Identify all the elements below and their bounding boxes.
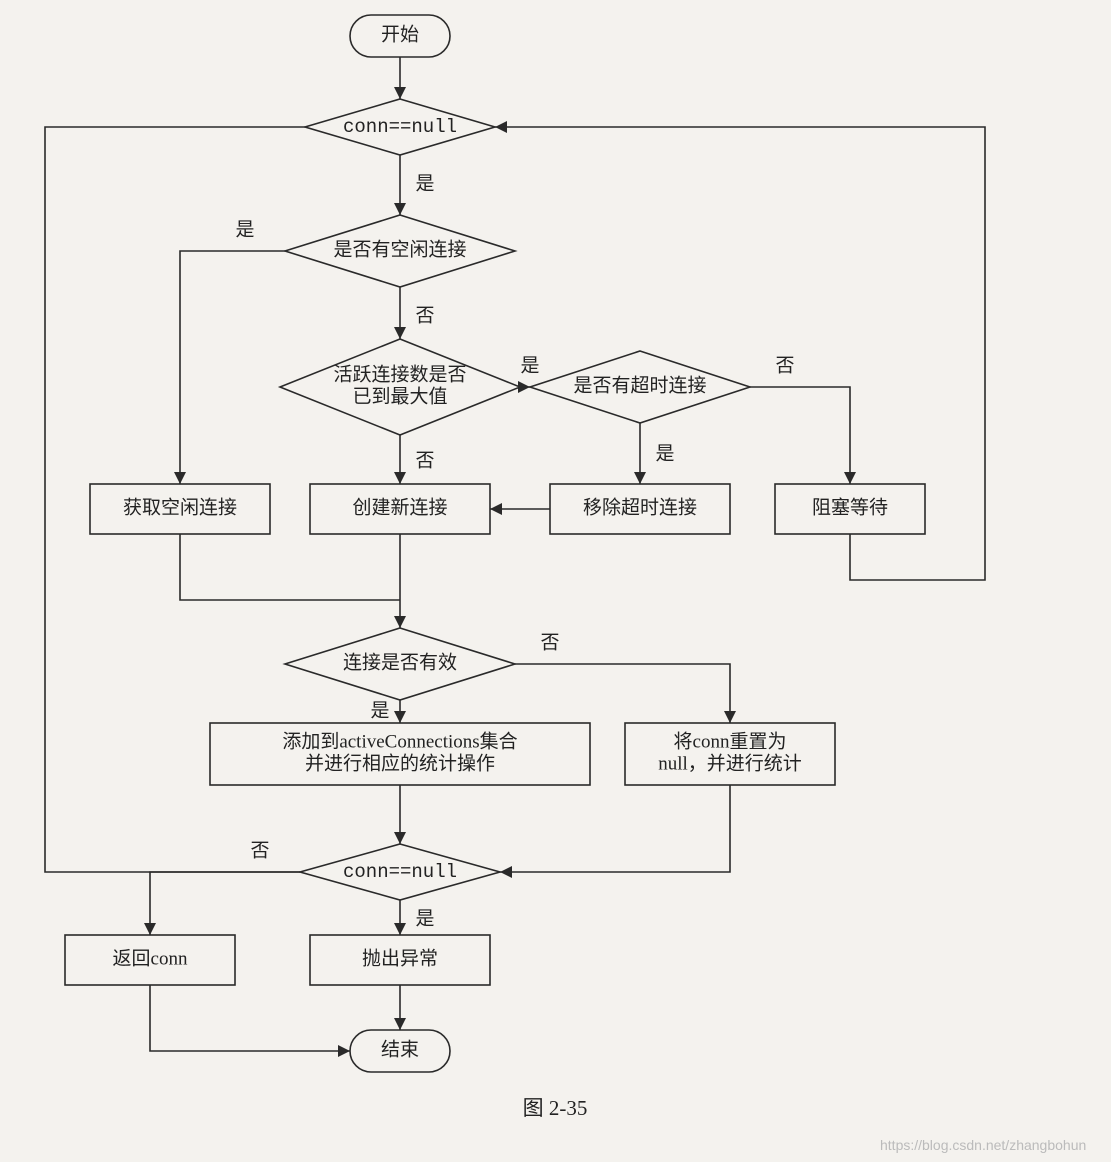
edge-label: 是 xyxy=(415,173,434,194)
node-label: 阻塞等待 xyxy=(812,496,888,518)
node-label: 抛出异常 xyxy=(362,947,438,969)
flowchart-canvas: 开始 conn==null 是否有空闲连接活跃连接数是否已到最大值 是否有超时连接获取… xyxy=(0,0,1111,1162)
node-label: 添加到activeConnections集合 xyxy=(282,730,517,752)
edge xyxy=(180,534,400,600)
node-label: 获取空闲连接 xyxy=(123,496,237,518)
edge-label: 否 xyxy=(250,840,269,861)
node-label: null，并进行统计 xyxy=(658,752,802,774)
node-label: 将conn重置为 xyxy=(674,730,787,752)
node-label: 返回conn xyxy=(113,947,188,969)
edge-label: 是 xyxy=(235,219,254,240)
node-label: 移除超时连接 xyxy=(583,496,697,518)
edge xyxy=(150,872,300,935)
edge-label: 否 xyxy=(775,355,794,376)
figure-caption: 图 2-35 xyxy=(523,1096,588,1120)
node-label: 开始 xyxy=(381,23,419,45)
node-label: 是否有空闲连接 xyxy=(333,238,466,260)
edge-label: 否 xyxy=(415,450,434,471)
edge-label: 是 xyxy=(370,700,389,721)
edge xyxy=(750,387,850,484)
node-label: conn==null xyxy=(343,861,457,883)
edge xyxy=(495,127,985,580)
edge-label: 是 xyxy=(655,443,674,464)
watermark: https://blog.csdn.net/zhangbohun xyxy=(880,1137,1086,1153)
edge-label: 否 xyxy=(415,305,434,326)
node-label: 已到最大值 xyxy=(352,385,447,407)
edge xyxy=(515,664,730,723)
edge xyxy=(150,985,350,1051)
edge-label: 否 xyxy=(540,632,559,653)
node-label: 并进行相应的统计操作 xyxy=(305,752,495,774)
edge-label: 是 xyxy=(415,908,434,929)
node-label: 活跃连接数是否 xyxy=(333,363,466,385)
node-label: 是否有超时连接 xyxy=(573,374,706,396)
edge-label: 是 xyxy=(520,355,539,376)
node-label: 结束 xyxy=(381,1038,419,1060)
edge xyxy=(500,785,730,872)
node-label: 连接是否有效 xyxy=(343,651,457,673)
node-label: conn==null xyxy=(343,116,457,138)
node-label: 创建新连接 xyxy=(352,496,447,518)
edge xyxy=(180,251,285,484)
